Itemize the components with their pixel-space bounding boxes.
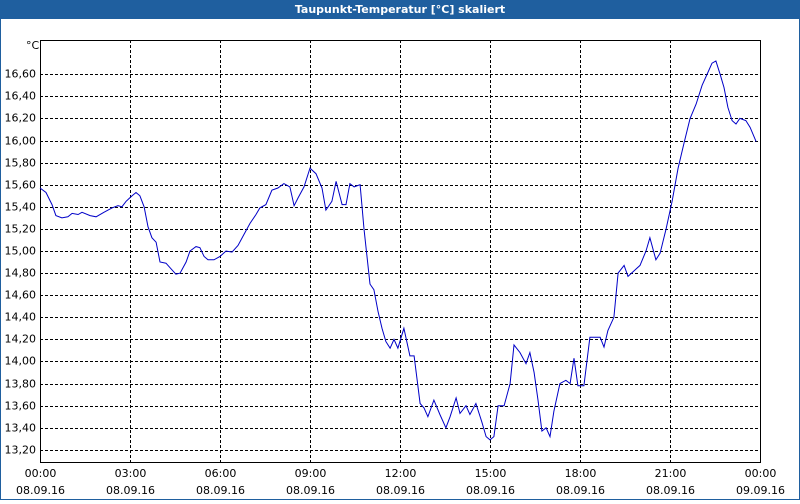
y-tick-label: 14,40 <box>5 311 37 324</box>
x-tick-date: 09.09.16 <box>736 484 785 497</box>
y-tick-label: 15,40 <box>5 201 37 214</box>
x-tick-date: 08.09.16 <box>466 484 515 497</box>
y-tick-label: 16,40 <box>5 90 37 103</box>
y-tick-label: 15,60 <box>5 179 37 192</box>
y-tick-label: 13,40 <box>5 422 37 435</box>
y-tick-label: 13,80 <box>5 378 37 391</box>
data-line <box>39 60 757 441</box>
y-tick-label: 14,20 <box>5 333 37 346</box>
x-tick-date: 08.09.16 <box>376 484 425 497</box>
y-tick-label: 16,20 <box>5 112 37 125</box>
x-tick-label: 15:00 <box>475 467 507 480</box>
y-tick-label: 13,60 <box>5 400 37 413</box>
y-tick-label: 16,60 <box>5 68 37 81</box>
plot-border <box>40 40 761 463</box>
x-tick-label: 12:00 <box>385 467 417 480</box>
y-tick-label: 15,00 <box>5 245 37 258</box>
x-tick-date: 08.09.16 <box>556 484 605 497</box>
x-tick-label: 00:00 <box>745 467 777 480</box>
x-tick-label: 06:00 <box>205 467 237 480</box>
x-tick-label: 21:00 <box>655 467 687 480</box>
y-tick-label: 13,20 <box>5 444 37 457</box>
x-tick-date: 08.09.16 <box>106 484 155 497</box>
title-bar <box>0 0 800 19</box>
x-tick-label: 09:00 <box>295 467 327 480</box>
x-tick-label: 00:00 <box>25 467 57 480</box>
y-tick-label: 14,80 <box>5 267 37 280</box>
y-tick-label: 14,00 <box>5 355 37 368</box>
y-axis-unit: °C <box>26 39 40 52</box>
y-tick-label: 15,80 <box>5 157 37 170</box>
x-tick-date: 08.09.16 <box>646 484 695 497</box>
y-tick-label: 16,00 <box>5 135 37 148</box>
x-tick-label: 03:00 <box>115 467 147 480</box>
y-tick-label: 15,20 <box>5 223 37 236</box>
x-tick-date: 08.09.16 <box>196 484 245 497</box>
x-tick-date: 08.09.16 <box>16 484 65 497</box>
x-tick-date: 08.09.16 <box>286 484 335 497</box>
y-tick-label: 14,60 <box>5 289 37 302</box>
chart-title: Taupunkt-Temperatur [°C] skaliert <box>295 3 505 16</box>
x-tick-label: 18:00 <box>565 467 597 480</box>
